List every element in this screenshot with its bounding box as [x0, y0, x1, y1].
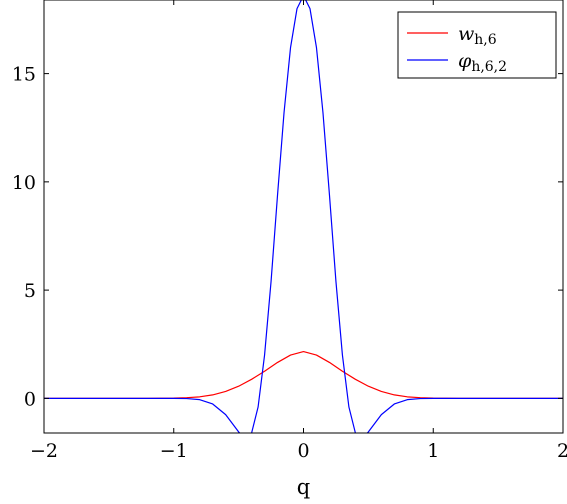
ticks-layer: −2 −1 0 1 2 0 5 10 15 — [12, 0, 567, 462]
x-tick-label: −1 — [160, 440, 188, 462]
x-tick-label: 0 — [297, 440, 309, 462]
y-tick-label: 15 — [12, 64, 36, 86]
legend-entry-phi: φh,6,2 — [458, 50, 507, 75]
legend: wh,6 φh,6,2 — [397, 11, 557, 79]
y-tick-label: 5 — [24, 280, 36, 302]
y-tick-label: 10 — [12, 172, 36, 194]
legend-entry-w: wh,6 — [458, 23, 497, 48]
series-line-1 — [44, 0, 563, 433]
series-line-0 — [44, 351, 563, 399]
legend-box — [397, 11, 557, 79]
x-tick-label: 1 — [427, 440, 439, 462]
x-axis-label: q — [297, 475, 310, 499]
y-tick-label: 0 — [24, 388, 36, 410]
x-tick-label: −2 — [30, 440, 58, 462]
legend-entry-phi-symbol: φ — [458, 50, 472, 72]
x-tick-label: 2 — [557, 440, 567, 462]
legend-entry-w-symbol: w — [458, 23, 474, 45]
series-layer — [44, 0, 563, 433]
legend-entry-w-subscript: h,6 — [474, 32, 496, 48]
legend-entry-phi-subscript: h,6,2 — [471, 59, 507, 75]
